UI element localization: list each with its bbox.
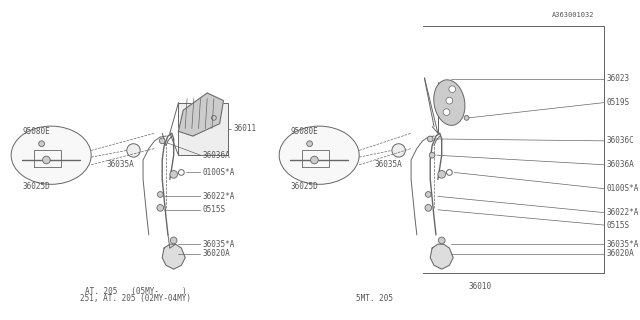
Circle shape — [26, 156, 34, 164]
Circle shape — [157, 192, 163, 197]
Text: 95080E: 95080E — [291, 127, 318, 136]
Circle shape — [425, 204, 431, 211]
Bar — [179, 103, 228, 155]
Circle shape — [38, 141, 44, 147]
Circle shape — [294, 156, 302, 164]
Text: 36010: 36010 — [468, 282, 492, 291]
Circle shape — [211, 116, 216, 120]
Text: 95080E: 95080E — [22, 127, 50, 136]
Text: 36020A: 36020A — [606, 249, 634, 258]
Circle shape — [42, 156, 50, 164]
Circle shape — [429, 152, 435, 158]
Circle shape — [428, 136, 433, 142]
Circle shape — [438, 171, 445, 178]
Circle shape — [170, 171, 177, 178]
Text: 36035A: 36035A — [107, 160, 134, 169]
Text: 36025D: 36025D — [22, 182, 50, 191]
Circle shape — [310, 156, 318, 164]
Text: 0519S: 0519S — [606, 98, 630, 107]
Text: 0100S*A: 0100S*A — [202, 168, 235, 177]
Text: 251, AT. 205 (02MY-04MY): 251, AT. 205 (02MY-04MY) — [80, 294, 191, 303]
Text: 36022*A: 36022*A — [606, 208, 639, 217]
Text: 36022*A: 36022*A — [202, 192, 235, 201]
Circle shape — [464, 116, 469, 120]
Text: 0515S: 0515S — [606, 220, 630, 229]
Text: 36035*A: 36035*A — [202, 240, 235, 249]
Text: AT. 205   (05MY-     ): AT. 205 (05MY- ) — [84, 287, 186, 296]
Circle shape — [332, 155, 341, 165]
Ellipse shape — [279, 126, 359, 184]
Polygon shape — [430, 244, 453, 269]
Text: 36036A: 36036A — [606, 160, 634, 169]
Text: A363001032: A363001032 — [552, 12, 595, 18]
Circle shape — [170, 237, 177, 244]
Circle shape — [443, 109, 450, 116]
Circle shape — [392, 144, 405, 157]
Text: 36035*A: 36035*A — [606, 240, 639, 249]
Text: 36020A: 36020A — [202, 249, 230, 258]
Polygon shape — [179, 93, 223, 136]
Circle shape — [63, 155, 73, 165]
Text: 0515S: 0515S — [202, 205, 225, 214]
Circle shape — [157, 204, 164, 211]
Circle shape — [127, 144, 140, 157]
Polygon shape — [162, 244, 185, 269]
Text: 36025D: 36025D — [291, 182, 318, 191]
Circle shape — [307, 141, 312, 147]
Text: 36035A: 36035A — [374, 160, 403, 169]
Ellipse shape — [11, 126, 91, 184]
Circle shape — [446, 97, 452, 104]
Text: 5MT. 205: 5MT. 205 — [356, 294, 393, 303]
Circle shape — [426, 192, 431, 197]
Text: 36023: 36023 — [606, 74, 630, 83]
Text: 36036C: 36036C — [606, 136, 634, 145]
Circle shape — [438, 237, 445, 244]
Text: 36011: 36011 — [233, 124, 256, 133]
Circle shape — [449, 86, 456, 92]
Circle shape — [159, 138, 165, 144]
Text: 0100S*A: 0100S*A — [606, 184, 639, 193]
Ellipse shape — [434, 80, 465, 125]
Text: 36036A: 36036A — [202, 151, 230, 160]
